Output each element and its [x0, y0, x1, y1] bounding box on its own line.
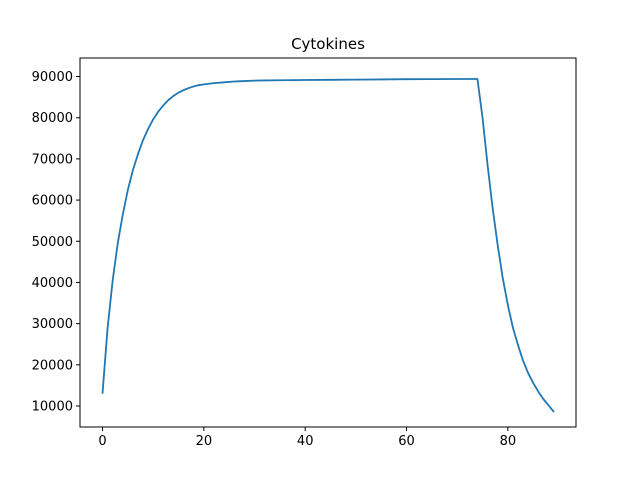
series-line-0	[101, 78, 555, 413]
x-tick-label: 60	[398, 434, 415, 449]
x-tick-label: 20	[196, 434, 213, 449]
y-tick-label: 20000	[32, 358, 73, 373]
y-tick-label: 80000	[32, 111, 73, 126]
axes-frame	[79, 57, 577, 428]
y-tick-label: 60000	[32, 194, 73, 209]
plot-area	[101, 78, 555, 413]
x-tick-label: 0	[98, 434, 106, 449]
y-tick-label: 10000	[32, 399, 73, 414]
axes: 0 20 40 60 80 10000 20000 30000 40000 50000 60000 7…	[32, 57, 577, 449]
y-tick-label: 90000	[32, 70, 73, 85]
x-tick-label: 80	[500, 434, 517, 449]
y-tick-label: 50000	[32, 235, 73, 250]
y-tick-label: 30000	[32, 317, 73, 332]
x-tick-label: 40	[297, 434, 314, 449]
chart-title: Cytokines	[291, 35, 365, 53]
y-tick-label: 40000	[32, 276, 73, 291]
y-tick-label: 70000	[32, 152, 73, 167]
